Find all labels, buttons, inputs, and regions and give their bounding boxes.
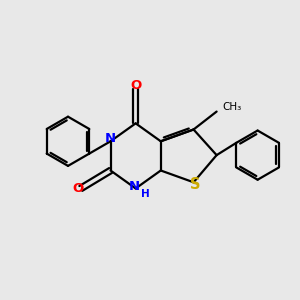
Text: O: O xyxy=(130,80,141,92)
Text: N: N xyxy=(105,132,116,145)
Text: H: H xyxy=(140,189,149,199)
Text: S: S xyxy=(190,177,201,192)
Text: N: N xyxy=(129,180,140,193)
Text: CH₃: CH₃ xyxy=(223,103,242,112)
Text: O: O xyxy=(72,182,83,195)
